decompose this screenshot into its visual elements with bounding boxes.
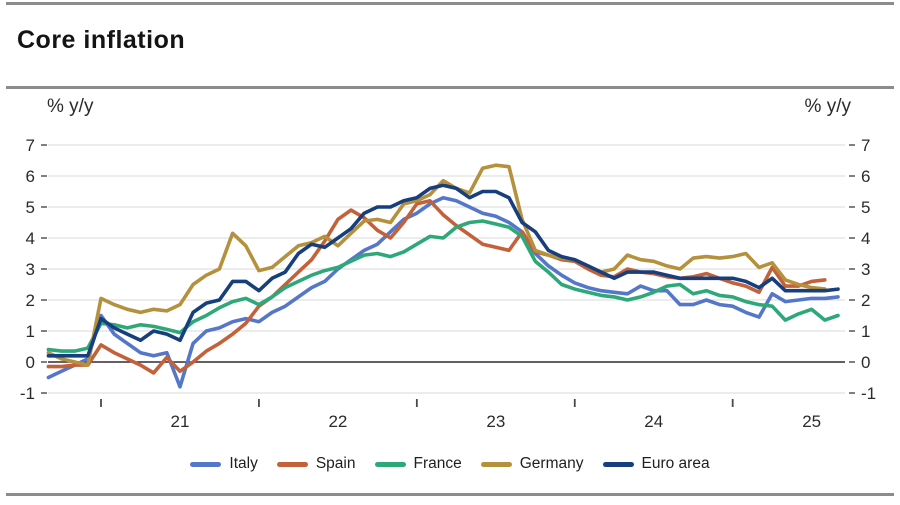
- series-line-france: [46, 219, 840, 353]
- y-tick-label-right: 0: [861, 353, 870, 372]
- legend-label: Italy: [229, 455, 258, 472]
- y-tick-label-right: 2: [861, 291, 870, 310]
- legend-label: Euro area: [641, 455, 710, 472]
- legend-item-spain: Spain: [276, 455, 356, 473]
- legend-label: France: [413, 455, 462, 472]
- y-axis-unit-left: % y/y: [47, 96, 94, 117]
- x-tick-label: 24: [644, 412, 663, 431]
- x-tick-label: 23: [486, 412, 505, 431]
- legend-swatch: [602, 461, 634, 467]
- y-tick-label-right: 5: [861, 198, 870, 217]
- legend-item-france: France: [374, 455, 462, 473]
- x-tick-label: 21: [171, 412, 190, 431]
- y-tick-label-left: 0: [26, 353, 35, 372]
- y-tick-label-left: 3: [26, 260, 35, 279]
- series-line-spain: [46, 199, 827, 375]
- y-tick-label-right: 6: [861, 167, 870, 186]
- series-line-italy: [46, 195, 840, 389]
- y-axis-unit-right: % y/y: [804, 96, 851, 117]
- legend-label: Spain: [315, 455, 356, 472]
- x-tick-label: 22: [328, 412, 347, 431]
- y-tick-label-left: 5: [26, 198, 35, 217]
- y-tick-label-right: 7: [861, 136, 870, 155]
- bottom-rule: [6, 493, 894, 496]
- y-tick-label-left: 1: [26, 322, 35, 341]
- y-tick-label-left: 4: [26, 229, 35, 248]
- x-tick-label: 25: [802, 412, 821, 431]
- y-tick-label-right: 3: [861, 260, 870, 279]
- y-tick-label-left: 6: [26, 167, 35, 186]
- title-rule: [6, 86, 894, 89]
- legend-swatch: [480, 461, 512, 467]
- y-tick-label-left: 2: [26, 291, 35, 310]
- y-tick-label-left: 7: [26, 136, 35, 155]
- page-title: Core inflation: [17, 26, 186, 54]
- y-tick-label-left: -1: [20, 384, 35, 403]
- chart-legend: Italy Spain France Germany Euro area: [0, 452, 900, 476]
- legend-swatch: [190, 461, 222, 467]
- y-tick-label-right: 4: [861, 229, 870, 248]
- series-line-euro-area: [46, 183, 840, 358]
- legend-item-euro-area: Euro area: [602, 455, 710, 473]
- legend-item-italy: Italy: [190, 455, 258, 473]
- legend-swatch: [276, 461, 308, 467]
- legend-swatch: [374, 461, 406, 467]
- y-tick-label-right: 1: [861, 322, 870, 341]
- legend-item-germany: Germany: [480, 455, 584, 473]
- top-rule: [6, 2, 894, 5]
- legend-label: Germany: [519, 455, 584, 472]
- y-tick-label-right: -1: [861, 384, 876, 403]
